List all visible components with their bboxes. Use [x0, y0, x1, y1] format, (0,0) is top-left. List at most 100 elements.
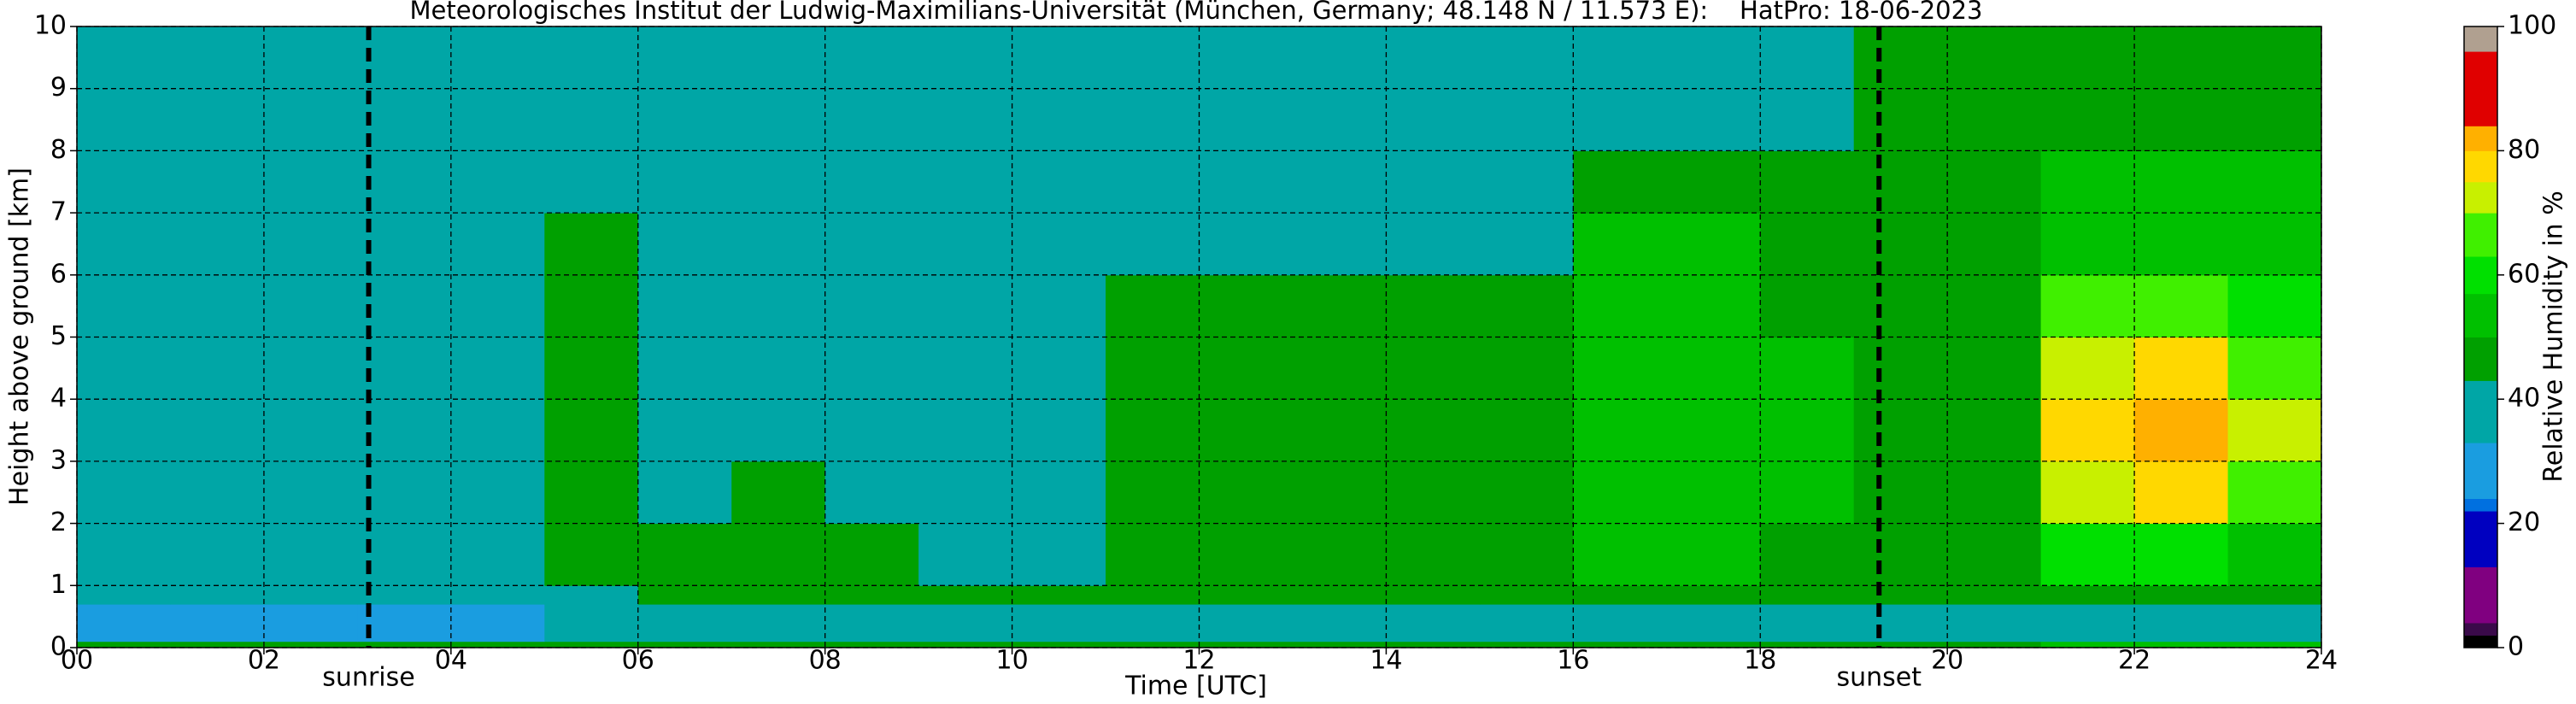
heat-cell [1199, 150, 1294, 214]
heat-cell [1386, 274, 1481, 337]
heat-cell [2227, 274, 2322, 337]
heat-cell [1760, 585, 1855, 605]
colorbar-tick-label: 40 [2508, 384, 2540, 414]
x-tick-label: 14 [1370, 646, 1402, 676]
heat-cell [2227, 150, 2322, 214]
heat-cell [544, 399, 639, 462]
heat-cell [1012, 337, 1106, 400]
heat-cell [1199, 523, 1294, 586]
heat-cell [357, 641, 452, 648]
heat-cell [1386, 523, 1481, 586]
colorbar-segment [2464, 380, 2497, 443]
heat-cell [1666, 337, 1761, 400]
heat-cell [2227, 461, 2322, 525]
y-tick-label: 3 [50, 445, 67, 475]
heat-cell [2134, 274, 2229, 337]
y-tick-label: 4 [50, 384, 67, 414]
heat-cell [544, 213, 639, 276]
heat-cell [824, 585, 919, 605]
heat-cell [1199, 337, 1294, 400]
colorbar-tick-label: 0 [2508, 632, 2524, 662]
heat-cell [637, 274, 732, 337]
heat-cell [77, 604, 171, 642]
heat-cell [1012, 213, 1106, 276]
heat-cell [1666, 150, 1761, 214]
heat-cell [1573, 150, 1668, 214]
heat-cell [263, 274, 358, 337]
heat-cell [2227, 604, 2322, 642]
x-tick-label: 12 [1182, 646, 1215, 676]
heat-cell [77, 585, 171, 605]
heat-cell [2134, 585, 2229, 605]
heat-cell [1760, 337, 1855, 400]
x-tick-label: 20 [1931, 646, 1963, 676]
heat-cell [1666, 523, 1761, 586]
colorbar-segment [2464, 498, 2497, 512]
heat-cell [544, 461, 639, 525]
y-tick-label: 6 [50, 259, 67, 289]
x-tick-label: 16 [1557, 646, 1589, 676]
heat-cell [1853, 274, 1948, 337]
heat-cell [357, 274, 452, 337]
heat-cell [1106, 399, 1200, 462]
heat-cell [1853, 213, 1948, 276]
colorbar-segment [2464, 213, 2497, 257]
heat-cell [1666, 585, 1761, 605]
colorbar-segment [2464, 566, 2497, 624]
heat-cell [77, 523, 171, 586]
heat-cell [1292, 150, 1387, 214]
heat-cell [1479, 461, 1574, 525]
heat-cell [77, 337, 171, 400]
heat-cell [544, 274, 639, 337]
heat-cell [637, 150, 732, 214]
heat-cell [731, 585, 826, 605]
colorbar-frame [2463, 26, 2498, 648]
heat-cell [1760, 604, 1855, 642]
colorbar-segment [2464, 51, 2497, 126]
colorbar-segment [2464, 635, 2497, 648]
heat-cell [1479, 274, 1574, 337]
heat-cell [1853, 523, 1948, 586]
heat-cell [1947, 399, 2042, 462]
heat-cell [1106, 337, 1200, 400]
y-tick-label: 2 [50, 507, 67, 537]
heat-cell [637, 604, 732, 642]
x-tick-label: 04 [435, 646, 467, 676]
event-label: sunset [1837, 663, 1922, 693]
heat-cell [1106, 150, 1200, 214]
heat-cell [918, 399, 1013, 462]
heat-cell [731, 641, 826, 648]
heat-cell [824, 641, 919, 648]
colorbar-segment [2464, 150, 2497, 183]
heat-cell [170, 585, 265, 605]
heat-cell [1386, 337, 1481, 400]
heat-cell [1199, 585, 1294, 605]
heat-cell [731, 150, 826, 214]
colorbar-segment [2464, 511, 2497, 567]
heat-cell [1479, 604, 1574, 642]
y-tick-label: 7 [50, 197, 67, 227]
heat-cell [1573, 337, 1668, 400]
heat-cell [263, 213, 358, 276]
heat-cell [450, 461, 545, 525]
heat-cell [1573, 274, 1668, 337]
heat-cell [263, 604, 358, 642]
colorbar-tick-label: 100 [2508, 11, 2556, 41]
heat-cell [2040, 461, 2135, 525]
heat-cell [1292, 523, 1387, 586]
heat-cell [2134, 604, 2229, 642]
colorbar-segment [2464, 126, 2497, 151]
heat-cell [450, 585, 545, 605]
colorbar-segment [2464, 293, 2497, 337]
heat-cell [1573, 399, 1668, 462]
heat-cell [357, 213, 452, 276]
heat-cell [1666, 604, 1761, 642]
heat-cell [1573, 585, 1668, 605]
heat-cell [824, 399, 919, 462]
heat-cell [170, 641, 265, 648]
heat-cell [1106, 461, 1200, 525]
heat-cell [357, 399, 452, 462]
heat-cell [1853, 585, 1948, 605]
heat-cell [1106, 585, 1200, 605]
